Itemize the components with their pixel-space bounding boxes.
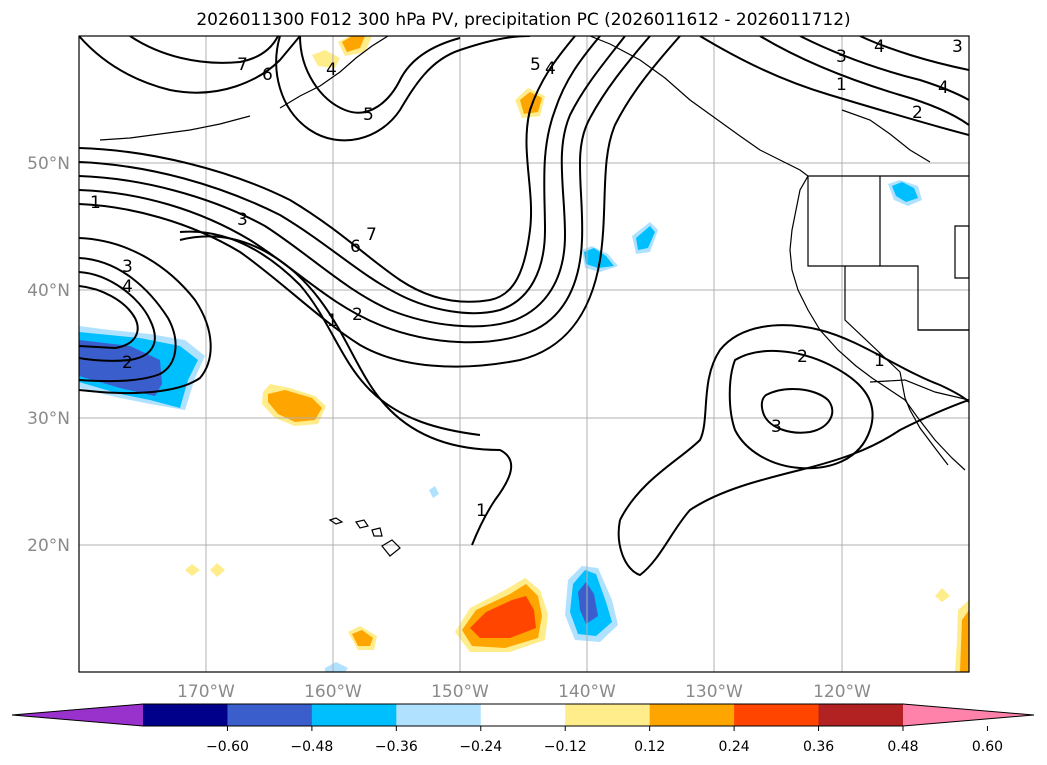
colorbar-tick-label: −0.48 (290, 739, 333, 755)
contour-label: 7 (366, 225, 377, 245)
lon-tick-label: 120°W (813, 682, 871, 702)
contour-label: 3 (122, 257, 133, 277)
colorbar-tick-label: −0.24 (459, 739, 502, 755)
colorbar-bin (480, 704, 566, 726)
colorbar-bin (649, 704, 735, 726)
colorbar-bin (734, 704, 820, 726)
colorbar-tick-label: 0.36 (803, 739, 834, 755)
contour-label: 5 (530, 55, 541, 75)
contour-label: 6 (262, 65, 273, 85)
contour-label: 1 (90, 193, 101, 213)
contour-label: 7 (237, 55, 248, 75)
lat-tick-labels: 50°N 40°N 30°N 20°N (27, 154, 70, 556)
contour-label: 4 (326, 60, 337, 80)
colorbar-tick-label: 0.24 (719, 739, 750, 755)
colorbar-tick-label: −0.36 (375, 739, 418, 755)
colorbar-bin (143, 704, 228, 726)
plot-area (79, 36, 969, 672)
coastlines (99, 36, 969, 557)
lat-tick-label: 50°N (27, 154, 70, 174)
contour-label: 1 (836, 75, 847, 95)
lon-tick-label: 170°W (177, 682, 235, 702)
map-title: 2026011300 F012 300 hPa PV, precipitatio… (196, 10, 851, 30)
colorbar-bin (565, 704, 651, 726)
contour-label: 2 (797, 347, 808, 367)
lon-tick-label: 130°W (685, 682, 743, 702)
colorbar-bin (227, 704, 313, 726)
colorbar-bin (396, 704, 482, 726)
contour-label: 2 (912, 103, 923, 123)
lon-tick-label: 150°W (431, 682, 489, 702)
contour-label: 4 (938, 78, 949, 98)
colorbar-bin (311, 704, 397, 726)
pv-contours (79, 36, 969, 577)
lat-tick-label: 40°N (27, 281, 70, 301)
lon-tick-label: 160°W (304, 682, 362, 702)
contour-label: 3 (836, 47, 847, 67)
contour-label: 4 (545, 59, 556, 79)
contour-label: 3 (952, 37, 963, 57)
lon-tick-label: 140°W (558, 682, 616, 702)
contour-label: 2 (352, 305, 363, 325)
colorbar-extend-max (903, 704, 1034, 726)
gridlines (79, 36, 969, 672)
contour-label: 4 (122, 277, 133, 297)
contour-label: 6 (350, 237, 361, 257)
contour-label: 4 (874, 37, 885, 57)
contour-label: 2 (122, 353, 133, 373)
colorbar-tick-label: 0.60 (972, 739, 1003, 755)
colorbar-tick-label: −0.60 (206, 739, 249, 755)
contour-label: 1 (327, 311, 338, 331)
contour-label: 3 (771, 417, 782, 437)
contour-label: 3 (237, 210, 248, 230)
contour-label: 5 (363, 105, 374, 125)
lat-tick-label: 20°N (27, 536, 70, 556)
colorbar-bin (818, 704, 904, 726)
colorbar: −0.60 −0.48 −0.36 −0.24 −0.12 0.12 0.24 0.36 0.4… (11, 703, 1035, 755)
colorbar-tick-label: 0.48 (887, 739, 918, 755)
lat-tick-label: 30°N (27, 409, 70, 429)
contour-label: 1 (874, 351, 885, 371)
colorbar-extend-min (12, 704, 143, 726)
contour-label: 1 (476, 501, 487, 521)
plot-frame (78, 35, 970, 673)
colorbar-outline (11, 703, 1035, 727)
contour-labels: 7 6 4 5 5 4 3 4 3 1 2 4 1 3 6 7 3 4 2 1 … (90, 37, 963, 521)
lon-tick-labels: 170°W 160°W 150°W 140°W 130°W 120°W (177, 682, 871, 702)
colorbar-tick-label: −0.12 (544, 739, 587, 755)
colorbar-tick-label: 0.12 (634, 739, 665, 755)
